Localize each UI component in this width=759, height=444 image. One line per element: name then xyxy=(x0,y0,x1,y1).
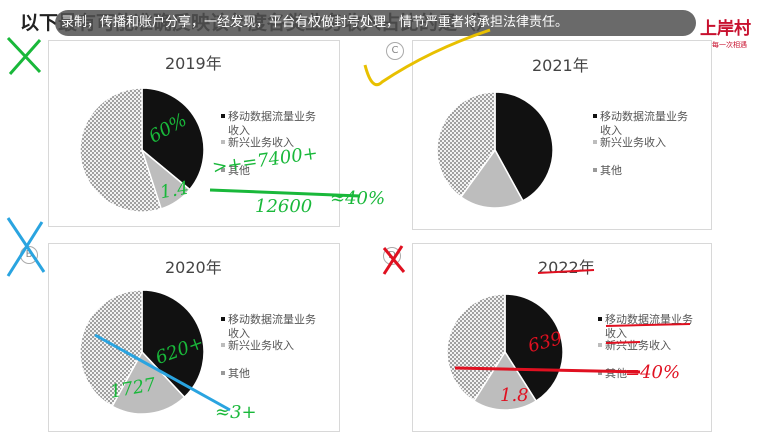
panel-label: B xyxy=(20,246,38,264)
legend-label: 其他 xyxy=(600,164,622,177)
legend-swatch xyxy=(221,317,225,321)
legend-swatch xyxy=(598,317,602,321)
handwritten-note: ≈3+ xyxy=(215,402,257,423)
handwritten-note: 1.8 xyxy=(500,385,529,406)
chart-title: 2022年 xyxy=(538,258,595,277)
legend-swatch xyxy=(593,140,597,144)
pie-slice xyxy=(79,87,163,213)
legend-label: 移动数据流量业务收入 xyxy=(228,110,316,137)
legend-label: 移动数据流量业务收入 xyxy=(228,313,316,340)
logo-slogan: 每一次相遇 xyxy=(712,41,747,49)
legend-swatch xyxy=(221,343,225,347)
handwritten-note: ≈40% xyxy=(330,188,386,209)
legend-swatch xyxy=(598,343,602,347)
legend-swatch xyxy=(221,168,225,172)
legend-swatch xyxy=(221,140,225,144)
panel-label: D xyxy=(383,247,401,265)
chart-title: 2020年 xyxy=(165,258,222,277)
panel-label: C xyxy=(386,42,404,60)
banner: 录制，传播和账户分享，一经发现，平台有权做封号处理，情节严重者将承担法律责任。 xyxy=(55,10,696,36)
logo: 上岸村 xyxy=(700,19,751,39)
legend-label: 新兴业务收入 xyxy=(600,136,666,149)
legend-label: 其他 xyxy=(228,164,250,177)
legend-label: 新兴业务收入 xyxy=(605,339,671,352)
legend-label: 其他 xyxy=(228,367,250,380)
pie-slice xyxy=(436,91,496,198)
pie-slice xyxy=(459,148,524,209)
legend-label: 移动数据流量业务收入 xyxy=(605,313,693,340)
pie-slice xyxy=(141,87,205,191)
legend-swatch xyxy=(221,114,225,118)
handwritten-note: =40% xyxy=(625,362,681,383)
legend-label: 新兴业务收入 xyxy=(228,136,294,149)
legend-label: 移动数据流量业务收入 xyxy=(600,110,688,137)
legend-label: 新兴业务收入 xyxy=(228,339,294,352)
chart-title: 2021年 xyxy=(532,56,589,75)
legend-swatch xyxy=(598,371,602,375)
legend-swatch xyxy=(593,168,597,172)
handwritten-note: 12600 xyxy=(255,196,313,217)
pie-slice xyxy=(494,91,554,202)
pie-slice xyxy=(446,293,506,403)
chart-title: 2019年 xyxy=(165,54,222,73)
pie-slice xyxy=(472,350,538,411)
legend-swatch xyxy=(221,371,225,375)
legend-swatch xyxy=(593,114,597,118)
